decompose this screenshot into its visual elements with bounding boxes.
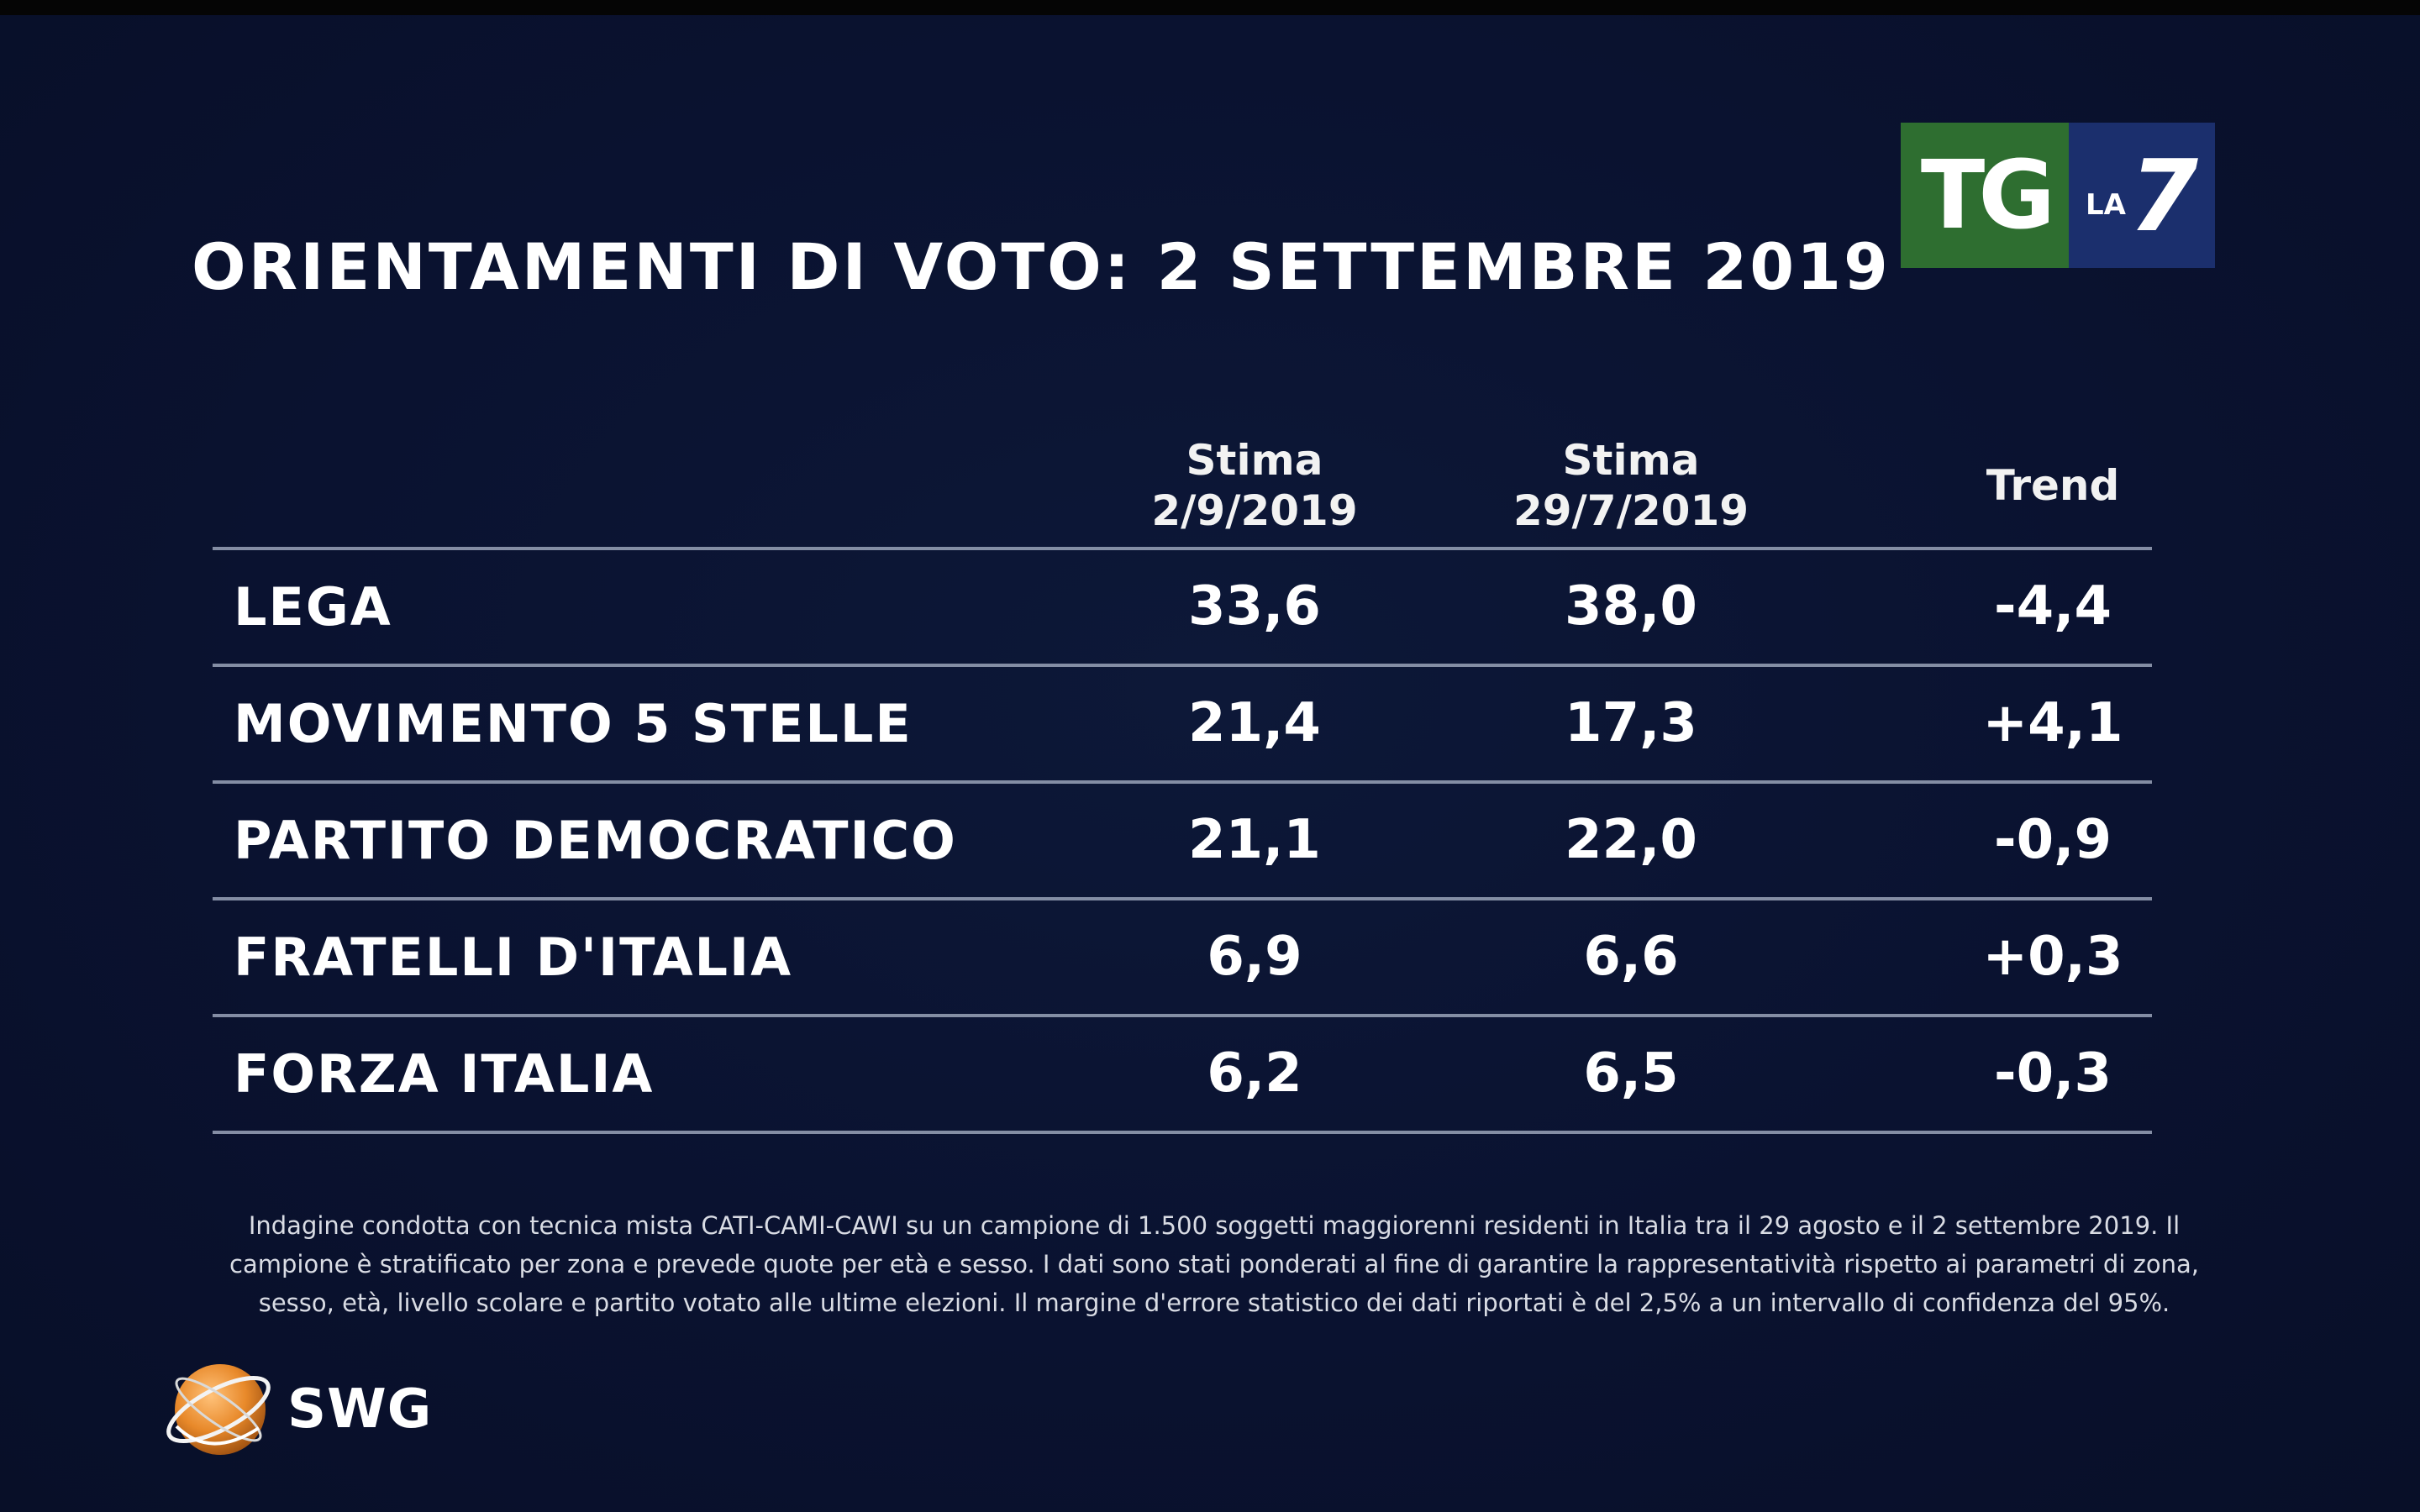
column-header-trend: Trend [1927,460,2179,511]
table-rule [213,547,2152,550]
table-row: FRATELLI D'ITALIA 6,9 6,6 +0,3 [213,900,2152,1014]
column-header-line: Stima [1186,436,1323,485]
tg-la7-logo: TG LA 7 [1901,123,2215,268]
column-header-stima-29-7: Stima 29/7/2019 [1463,435,1799,536]
estimate-previous: 17,3 [1565,692,1697,754]
logo-seven: 7 [2128,137,2199,254]
table-rule [213,780,2152,784]
estimate-current: 33,6 [1188,575,1321,638]
table-header: Stima 2/9/2019 Stima 29/7/2019 Trend [213,435,2152,547]
note-line: campione è stratificato per zona e preve… [229,1250,2199,1278]
table-row: LEGA 33,6 38,0 -4,4 [213,550,2152,664]
note-line: Indagine condotta con tecnica mista CATI… [248,1211,2181,1240]
party-name: MOVIMENTO 5 STELLE [234,693,913,754]
estimate-previous: 6,6 [1583,926,1679,988]
column-header-line: Stima [1562,436,1700,485]
broadcast-screen: ORIENTAMENTI DI VOTO: 2 SETTEMBRE 2019 T… [0,15,2420,1512]
estimate-current: 21,4 [1188,692,1321,754]
swg-name: SWG [287,1378,433,1441]
logo-la7: LA 7 [2069,123,2215,268]
party-name: FORZA ITALIA [234,1043,655,1105]
top-strip [0,0,2420,15]
table-row: FORZA ITALIA 6,2 6,5 -0,3 [213,1017,2152,1131]
column-header-stima-2-9: Stima 2/9/2019 [1086,435,1423,536]
table-rule [213,664,2152,667]
logo-tg: TG [1901,123,2069,268]
party-name: PARTITO DEMOCRATICO [234,810,957,871]
estimate-current: 21,1 [1188,809,1321,871]
table-rule [213,1131,2152,1134]
page-title: ORIENTAMENTI DI VOTO: 2 SETTEMBRE 2019 [192,229,1891,304]
trend-value: -4,4 [1994,575,2112,638]
note-line: sesso, età, livello scolare e partito vo… [258,1289,2170,1317]
table-row: PARTITO DEMOCRATICO 21,1 22,0 -0,9 [213,784,2152,897]
table-rule [213,1014,2152,1017]
estimate-previous: 22,0 [1565,809,1697,871]
trend-value: -0,9 [1994,809,2112,871]
party-name: FRATELLI D'ITALIA [234,927,793,988]
trend-value: +0,3 [1982,926,2123,988]
table-rule [213,897,2152,900]
methodology-note: Indagine condotta con tecnica mista CATI… [227,1206,2202,1322]
swg-logo: SWG [160,1351,432,1468]
column-header-line: 29/7/2019 [1512,486,1749,535]
estimate-current: 6,2 [1207,1042,1302,1105]
estimate-previous: 6,5 [1583,1042,1679,1105]
logo-la: LA [2085,187,2126,222]
column-header-line: 2/9/2019 [1151,486,1358,535]
party-name: LEGA [234,576,392,638]
estimate-current: 6,9 [1207,926,1302,988]
trend-value: -0,3 [1994,1042,2112,1105]
table-row: MOVIMENTO 5 STELLE 21,4 17,3 +4,1 [213,667,2152,780]
column-header-line: Trend [1986,461,2120,510]
trend-value: +4,1 [1982,692,2123,754]
poll-table: Stima 2/9/2019 Stima 29/7/2019 Trend LEG… [213,435,2152,1134]
estimate-previous: 38,0 [1565,575,1697,638]
swg-globe-icon [166,1364,271,1455]
